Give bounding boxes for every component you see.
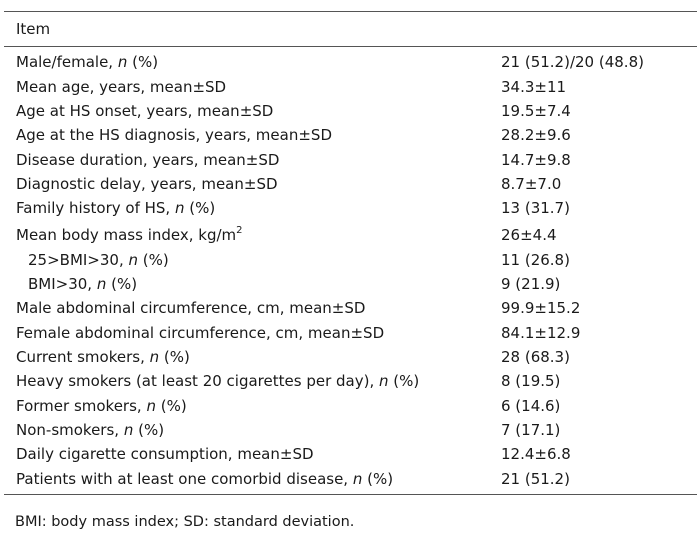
row-label: Male abdominal circumference, cm, mean±S… — [4, 299, 501, 317]
row-label-suffix: (%) — [388, 372, 420, 391]
row-value: 9 (21.9) — [501, 274, 561, 293]
row-label: Age at the HS diagnosis, years, mean±SD — [4, 126, 501, 144]
row-label: Female abdominal circumference, cm, mean… — [4, 324, 501, 342]
row-value: 6 (14.6) — [501, 396, 561, 415]
row-label-text: Mean body mass index, kg/m — [16, 226, 237, 245]
table-row: Age at HS onset, years, mean±SD 19.5±7.4 — [4, 99, 697, 123]
row-label-text: Age at HS onset, years, mean±SD — [16, 101, 274, 120]
row-label-suffix: (%) — [133, 420, 165, 439]
table-row: 25>BMI>30, n (%) 11 (26.8) — [4, 247, 697, 271]
table-row: Diagnostic delay, years, mean±SD 8.7±7.0 — [4, 172, 697, 196]
row-label-text: Non-smokers, — [16, 420, 124, 439]
row-label-suffix: (%) — [106, 274, 138, 293]
row-label: Disease duration, years, mean±SD — [4, 151, 501, 169]
row-label-text: Male/female, — [16, 53, 118, 72]
row-value: 84.1±12.9 — [501, 323, 581, 342]
row-value: 34.3±11 — [501, 77, 567, 96]
row-label-suffix: (%) — [127, 53, 159, 72]
row-value: 8 (19.5) — [501, 372, 561, 391]
row-value: 28.2±9.6 — [501, 126, 571, 145]
row-label-text: Former smokers, — [16, 396, 147, 415]
table-row: Mean age, years, mean±SD 34.3±11 — [4, 74, 697, 98]
row-label-italic: n — [96, 274, 107, 293]
table-row: Male/female, n (%) 21 (51.2)/20 (48.8) — [4, 50, 697, 74]
table-row: BMI>30, n (%) 9 (21.9) — [4, 272, 697, 296]
row-value: 21 (51.2) — [501, 469, 570, 488]
row-label: 25>BMI>30, n (%) — [4, 251, 501, 269]
table-footnote: BMI: body mass index; SD: standard devia… — [15, 514, 355, 530]
row-label-text: Mean age, years, mean±SD — [16, 77, 227, 96]
row-value: 7 (17.1) — [501, 420, 561, 439]
row-label: Mean age, years, mean±SD — [4, 78, 501, 96]
row-label-text: Patients with at least one comorbid dise… — [16, 469, 353, 488]
row-label-italic: n — [149, 347, 160, 366]
row-label: Patients with at least one comorbid dise… — [4, 470, 501, 488]
table-row: Current smokers, n (%) 28 (68.3) — [4, 345, 697, 369]
table-row: Disease duration, years, mean±SD 14.7±9.8 — [4, 147, 697, 171]
table-row: Age at the HS diagnosis, years, mean±SD 2… — [4, 123, 697, 147]
row-label-text: Female abdominal circumference, cm, mean… — [16, 323, 385, 342]
row-label: Mean body mass index, kg/m2 — [4, 225, 501, 245]
row-label-italic: n — [117, 53, 128, 72]
row-label-text: Disease duration, years, mean±SD — [16, 150, 280, 169]
row-label-text: Heavy smokers (at least 20 cigarettes pe… — [16, 372, 379, 391]
table-row: Non-smokers, n (%) 7 (17.1) — [4, 418, 697, 442]
row-label: Heavy smokers (at least 20 cigarettes pe… — [4, 372, 501, 390]
row-value: 28 (68.3) — [501, 347, 570, 366]
row-label: Former smokers, n (%) — [4, 397, 501, 415]
row-label: Non-smokers, n (%) — [4, 421, 501, 439]
table-row: Daily cigarette consumption, mean±SD 12.4… — [4, 442, 697, 466]
table-row: Former smokers, n (%) 6 (14.6) — [4, 393, 697, 417]
row-label: Male/female, n (%) — [4, 53, 501, 71]
row-label-text: Age at the HS diagnosis, years, mean±SD — [16, 126, 332, 145]
row-label-text: Male abdominal circumference, cm, mean±S… — [16, 299, 366, 318]
row-label-suffix: (%) — [138, 250, 169, 269]
row-value: 14.7±9.8 — [501, 150, 571, 169]
row-label-suffix: (%) — [184, 199, 216, 218]
row-value: 26±4.4 — [501, 226, 557, 245]
table-row: Patients with at least one comorbid dise… — [4, 467, 697, 491]
row-label: BMI>30, n (%) — [4, 275, 501, 293]
row-value: 8.7±7.0 — [501, 174, 562, 193]
row-label-italic: n — [174, 199, 185, 218]
row-label-text: Diagnostic delay, years, mean±SD — [16, 174, 278, 193]
table-bottom-rule — [4, 493, 697, 495]
row-value: 13 (31.7) — [501, 199, 570, 218]
row-label-suffix: (%) — [362, 469, 394, 488]
table-header: Item — [4, 12, 697, 46]
row-label-text: Daily cigarette consumption, mean±SD — [16, 445, 314, 464]
row-value: 21 (51.2)/20 (48.8) — [501, 53, 644, 72]
row-label-text: BMI>30, — [28, 274, 97, 293]
row-label: Age at HS onset, years, mean±SD — [4, 102, 501, 120]
row-label-italic: n — [123, 420, 134, 439]
row-label-suffix: (%) — [159, 347, 190, 366]
row-label-italic: n — [352, 469, 363, 488]
table-row: Male abdominal circumference, cm, mean±S… — [4, 296, 697, 320]
row-label: Diagnostic delay, years, mean±SD — [4, 175, 501, 193]
row-value: 12.4±6.8 — [501, 445, 571, 464]
row-label-text: Family history of HS, — [16, 199, 175, 218]
row-label: Family history of HS, n (%) — [4, 199, 501, 217]
table-row: Female abdominal circumference, cm, mean… — [4, 320, 697, 344]
row-label-suffix: (%) — [155, 396, 187, 415]
row-label: Current smokers, n (%) — [4, 348, 501, 366]
row-label-italic: n — [128, 250, 139, 269]
table-row: Family history of HS, n (%) 13 (31.7) — [4, 196, 697, 220]
table-row: Heavy smokers (at least 20 cigarettes pe… — [4, 369, 697, 393]
header-item-label: Item — [16, 20, 51, 38]
table-header-rule — [4, 46, 697, 47]
row-value: 19.5±7.4 — [501, 101, 571, 120]
row-label-text: 25>BMI>30, — [28, 250, 129, 269]
characteristics-table: Item Male/female, n (%) 21 (51.2)/20 (48.… — [4, 11, 697, 495]
row-value: 99.9±15.2 — [501, 299, 581, 318]
table-body: Male/female, n (%) 21 (51.2)/20 (48.8) Mea… — [4, 47, 697, 491]
row-label: Daily cigarette consumption, mean±SD — [4, 445, 501, 463]
row-label-italic: n — [146, 396, 156, 415]
table-row: Mean body mass index, kg/m2 26±4.4 — [4, 220, 697, 247]
row-label-text: Current smokers, — [16, 347, 150, 366]
row-label-superscript: 2 — [236, 225, 243, 237]
row-value: 11 (26.8) — [501, 250, 570, 269]
row-label-italic: n — [379, 372, 389, 391]
table-top-rule — [4, 11, 697, 12]
